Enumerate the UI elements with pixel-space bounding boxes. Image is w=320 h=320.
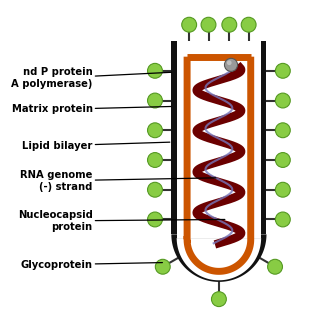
Text: Lipid bilayer: Lipid bilayer <box>22 141 170 151</box>
Polygon shape <box>177 238 261 280</box>
Circle shape <box>276 123 290 138</box>
Circle shape <box>148 123 163 138</box>
Bar <box>171 41 267 234</box>
Circle shape <box>222 17 237 32</box>
Circle shape <box>148 63 163 78</box>
Circle shape <box>276 212 290 227</box>
Bar <box>177 41 261 238</box>
Circle shape <box>276 63 290 78</box>
Circle shape <box>201 17 216 32</box>
Circle shape <box>268 259 283 274</box>
Circle shape <box>148 182 163 197</box>
Circle shape <box>224 58 237 71</box>
Circle shape <box>148 93 163 108</box>
Circle shape <box>276 153 290 167</box>
Text: Nucleocapsid
protein: Nucleocapsid protein <box>18 210 225 232</box>
Text: Matrix protein: Matrix protein <box>12 104 171 115</box>
Text: nd P protein
A polymerase): nd P protein A polymerase) <box>11 68 171 89</box>
Circle shape <box>148 212 163 227</box>
Text: RNA genome
(-) strand: RNA genome (-) strand <box>20 170 216 192</box>
Circle shape <box>276 182 290 197</box>
Circle shape <box>155 259 170 274</box>
Polygon shape <box>171 234 267 282</box>
Circle shape <box>227 60 232 65</box>
Circle shape <box>148 153 163 167</box>
Circle shape <box>182 17 196 32</box>
Circle shape <box>212 292 226 307</box>
Text: Glycoprotein: Glycoprotein <box>20 260 163 270</box>
Circle shape <box>241 17 256 32</box>
Circle shape <box>276 93 290 108</box>
